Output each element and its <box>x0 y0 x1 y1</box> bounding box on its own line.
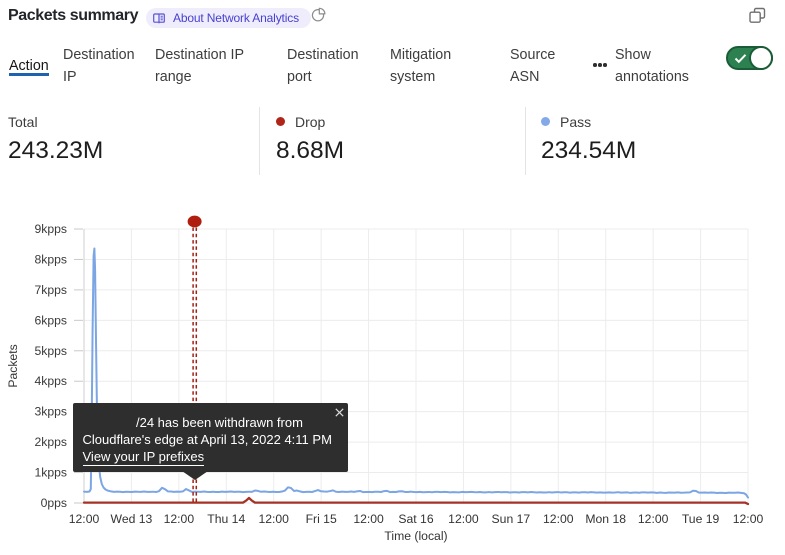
svg-text:8kpps: 8kpps <box>34 252 67 266</box>
svg-text:3kpps: 3kpps <box>34 405 67 419</box>
svg-text:12:00: 12:00 <box>638 512 669 526</box>
svg-text:12:00: 12:00 <box>69 512 100 526</box>
svg-text:4kpps: 4kpps <box>34 374 67 388</box>
svg-text:12:00: 12:00 <box>543 512 574 526</box>
svg-text:Packets: Packets <box>6 344 20 387</box>
svg-text:5kpps: 5kpps <box>34 344 67 358</box>
svg-text:9kpps: 9kpps <box>34 222 67 236</box>
svg-text:Sun 17: Sun 17 <box>492 512 531 526</box>
svg-text:1kpps: 1kpps <box>34 466 67 480</box>
svg-text:Thu 14: Thu 14 <box>207 512 245 526</box>
svg-text:Fri 15: Fri 15 <box>306 512 337 526</box>
svg-text:Mon 18: Mon 18 <box>585 512 626 526</box>
svg-text:2kpps: 2kpps <box>34 435 67 449</box>
svg-text:7kpps: 7kpps <box>34 283 67 297</box>
svg-text:12:00: 12:00 <box>733 512 764 526</box>
svg-text:12:00: 12:00 <box>164 512 195 526</box>
svg-text:12:00: 12:00 <box>258 512 289 526</box>
svg-text:Sat 16: Sat 16 <box>398 512 433 526</box>
svg-text:12:00: 12:00 <box>353 512 384 526</box>
svg-text:0pps: 0pps <box>41 496 67 510</box>
svg-text:6kpps: 6kpps <box>34 313 67 327</box>
svg-text:12:00: 12:00 <box>448 512 479 526</box>
svg-text:Wed 13: Wed 13 <box>111 512 153 526</box>
svg-text:Tue 19: Tue 19 <box>682 512 720 526</box>
svg-text:Time (local): Time (local) <box>384 529 447 543</box>
